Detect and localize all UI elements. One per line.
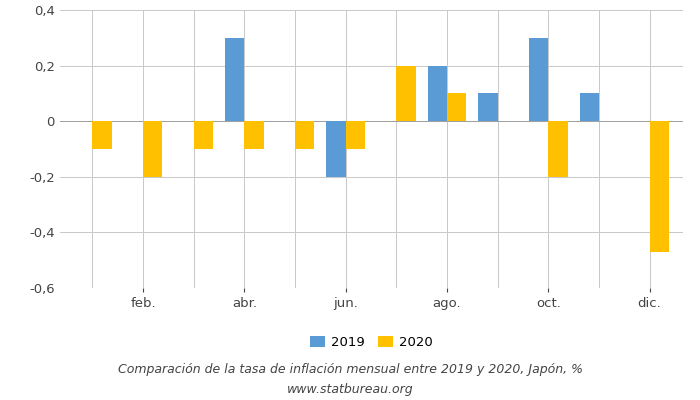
Text: Comparación de la tasa de inflación mensual entre 2019 y 2020, Japón, %: Comparación de la tasa de inflación mens… bbox=[118, 364, 582, 376]
Bar bbox=[447, 93, 466, 121]
Bar bbox=[225, 38, 244, 121]
Bar bbox=[396, 66, 416, 121]
Bar bbox=[650, 121, 668, 252]
Legend: 2019, 2020: 2019, 2020 bbox=[304, 331, 438, 354]
Bar bbox=[529, 38, 548, 121]
Text: www.statbureau.org: www.statbureau.org bbox=[287, 384, 413, 396]
Bar bbox=[244, 121, 264, 149]
Bar bbox=[478, 93, 498, 121]
Bar bbox=[295, 121, 314, 149]
Bar bbox=[194, 121, 213, 149]
Bar bbox=[326, 121, 346, 177]
Bar bbox=[143, 121, 162, 177]
Bar bbox=[92, 121, 112, 149]
Bar bbox=[548, 121, 568, 177]
Bar bbox=[580, 93, 599, 121]
Bar bbox=[346, 121, 365, 149]
Bar bbox=[428, 66, 447, 121]
